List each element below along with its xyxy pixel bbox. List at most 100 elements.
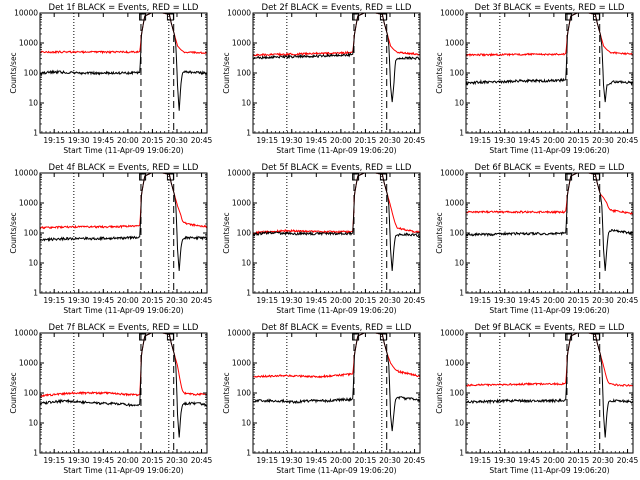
lld-series-line <box>466 173 633 215</box>
panel-title: Det 7f BLACK = Events, RED = LLD <box>49 323 199 333</box>
x-axis-label: Start Time (11-Apr-09 19:06:20) <box>276 146 396 155</box>
reference-lines <box>73 173 175 293</box>
interval-marker <box>565 13 573 21</box>
y-tick-label: 1000 <box>232 359 251 368</box>
panel-5: Det 5f BLACK = Events, RED = LLD 1 10 100 10… <box>222 163 426 315</box>
interval-marker <box>592 173 600 181</box>
x-tick-label: 19:15 <box>256 296 278 305</box>
x-tick-label: 20:30 <box>592 296 614 305</box>
interval-marker <box>352 333 360 341</box>
events-series-line <box>40 173 207 271</box>
x-tick-label: 19:45 <box>305 136 327 145</box>
x-tick-label: 19:30 <box>68 136 90 145</box>
y-tick-label: 10000 <box>227 169 251 178</box>
y-axis-label: Counts/sec <box>9 52 18 93</box>
y-tick-label: 10000 <box>227 9 251 18</box>
x-axis-label: Start Time (11-Apr-09 19:06:20) <box>63 466 183 475</box>
x-tick-label: 19:15 <box>469 136 491 145</box>
x-tick-label: 20:15 <box>355 296 377 305</box>
panel-4: Det 4f BLACK = Events, RED = LLD 1 10 100 10… <box>9 163 213 315</box>
x-tick-label: 20:15 <box>355 456 377 465</box>
x-tick-label: 19:15 <box>256 456 278 465</box>
lld-series-line <box>253 173 420 235</box>
y-tick-label: 100 <box>237 229 252 238</box>
y-tick-label: 10000 <box>440 169 464 178</box>
y-axis-label: Counts/sec <box>222 52 231 93</box>
interval-marker <box>352 13 360 21</box>
panel-7: Det 7f BLACK = Events, RED = LLD 1 10 100 10… <box>9 323 213 475</box>
x-tick-label: 20:00 <box>330 136 352 145</box>
series-group <box>253 333 420 432</box>
x-tick-label: 20:45 <box>404 296 426 305</box>
y-tick-label: 100 <box>24 389 39 398</box>
y-tick-label: 100 <box>450 69 465 78</box>
x-tick-label: 20:30 <box>166 296 188 305</box>
panel-title: Det 3f BLACK = Events, RED = LLD <box>475 3 625 13</box>
panel-title: Det 9f BLACK = Events, RED = LLD <box>475 323 625 333</box>
y-axis-label: Counts/sec <box>435 212 444 253</box>
x-tick-label: 20:45 <box>404 136 426 145</box>
events-series-line <box>466 333 633 438</box>
y-tick-label: 1000 <box>445 199 464 208</box>
y-tick-label: 1 <box>459 449 464 458</box>
plot-frame <box>39 172 208 294</box>
interval-marker <box>565 333 573 341</box>
x-tick-label: 20:30 <box>379 456 401 465</box>
y-tick-label: 10 <box>241 259 251 268</box>
reference-lines <box>499 173 601 293</box>
plot-frame <box>465 172 634 294</box>
y-tick-label: 10 <box>454 99 464 108</box>
y-tick-label: 1000 <box>19 39 38 48</box>
interval-marker <box>565 173 573 181</box>
x-tick-label: 20:00 <box>543 456 565 465</box>
x-tick-label: 19:15 <box>43 136 65 145</box>
panel-9: Det 9f BLACK = Events, RED = LLD 1 10 100 10… <box>435 323 639 475</box>
x-tick-label: 20:15 <box>142 296 164 305</box>
x-tick-label: 19:45 <box>518 296 540 305</box>
x-tick-label: 20:00 <box>117 296 139 305</box>
x-tick-label: 20:30 <box>379 136 401 145</box>
events-series-line <box>40 13 207 111</box>
x-axis-label: Start Time (11-Apr-09 19:06:20) <box>63 146 183 155</box>
series-group <box>40 173 207 271</box>
y-axis-label: Counts/sec <box>9 212 18 253</box>
y-tick-label: 10 <box>454 419 464 428</box>
y-tick-label: 100 <box>24 229 39 238</box>
y-tick-label: 10000 <box>227 329 251 338</box>
lld-series-line <box>40 13 207 55</box>
x-tick-label: 19:30 <box>494 296 516 305</box>
x-tick-label: 19:15 <box>469 456 491 465</box>
panel-title: Det 8f BLACK = Events, RED = LLD <box>262 323 412 333</box>
x-tick-label: 20:45 <box>191 296 213 305</box>
events-series-line <box>466 13 633 103</box>
panel-title: Det 6f BLACK = Events, RED = LLD <box>475 163 625 173</box>
x-tick-label: 20:15 <box>568 296 590 305</box>
series-group <box>40 333 207 438</box>
y-tick-label: 10 <box>28 259 38 268</box>
interval-marker <box>139 333 147 341</box>
y-tick-label: 10000 <box>14 169 38 178</box>
panel-6: Det 6f BLACK = Events, RED = LLD 1 10 100 10… <box>435 163 639 315</box>
series-group <box>466 13 633 103</box>
events-series-line <box>466 173 633 271</box>
plot-frame <box>465 12 634 134</box>
y-axis-label: Counts/sec <box>435 52 444 93</box>
y-tick-label: 1000 <box>19 199 38 208</box>
x-tick-label: 19:45 <box>92 296 114 305</box>
y-tick-label: 1 <box>246 129 251 138</box>
x-tick-label: 19:30 <box>68 456 90 465</box>
plot-frame <box>252 332 421 454</box>
x-axis-label: Start Time (11-Apr-09 19:06:20) <box>276 306 396 315</box>
interval-marker <box>379 333 387 341</box>
panel-title: Det 1f BLACK = Events, RED = LLD <box>49 3 199 13</box>
reference-lines <box>499 333 601 453</box>
panel-title: Det 5f BLACK = Events, RED = LLD <box>262 163 412 173</box>
x-tick-label: 20:00 <box>543 296 565 305</box>
lld-series-line <box>40 173 207 230</box>
x-tick-label: 19:15 <box>256 136 278 145</box>
series-group <box>466 333 633 438</box>
y-tick-label: 100 <box>237 389 252 398</box>
y-axis-label: Counts/sec <box>435 372 444 413</box>
lld-series-line <box>253 333 420 379</box>
lld-series-line <box>466 13 633 58</box>
